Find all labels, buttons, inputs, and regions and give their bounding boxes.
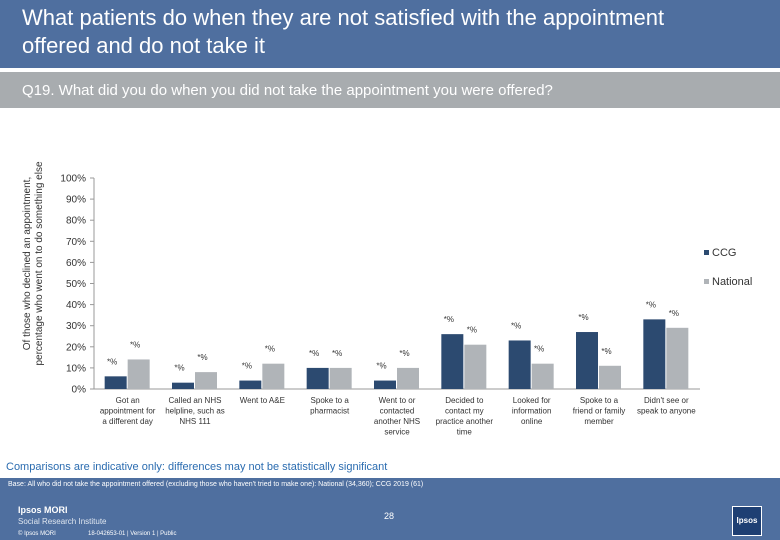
base-text: Base: All who did not take the appointme… xyxy=(8,481,424,488)
category-label: time xyxy=(457,428,473,437)
version-text: 18-042653-01 | Version 1 | Public xyxy=(88,531,177,537)
data-label: *% xyxy=(578,313,588,322)
bar-ccg xyxy=(643,319,666,389)
category-label: information xyxy=(512,407,552,416)
bar-national xyxy=(262,363,285,389)
category-label: NHS 111 xyxy=(179,417,211,426)
category-label: another NHS xyxy=(374,417,420,426)
y-tick-label: 20% xyxy=(66,342,86,353)
y-tick-label: 0% xyxy=(72,385,87,396)
bar-ccg xyxy=(239,380,262,389)
question-text: Q19. What did you do when you did not ta… xyxy=(22,82,553,99)
category-label: Didn't see or xyxy=(644,396,689,405)
data-label: *% xyxy=(242,362,252,371)
category-label: friend or family xyxy=(573,407,625,416)
category-label: member xyxy=(584,417,614,426)
data-label: *% xyxy=(467,326,477,335)
y-tick-label: 80% xyxy=(66,216,86,227)
legend-label-national: National xyxy=(712,276,752,288)
y-axis-label: percentage who went on to do something e… xyxy=(34,161,45,365)
category-label: helpline, such as xyxy=(165,407,225,416)
category-label: Went to A&E xyxy=(240,396,285,405)
data-label: *% xyxy=(511,321,521,330)
category-label: Decided to xyxy=(445,396,484,405)
legend-swatch-ccg xyxy=(704,250,709,255)
bar-national xyxy=(599,365,621,389)
bar-ccg xyxy=(374,380,396,389)
y-tick-label: 30% xyxy=(66,321,86,332)
category-label: Spoke to a xyxy=(311,396,350,405)
data-label: *% xyxy=(646,300,656,309)
brand-subtitle: Social Research Institute xyxy=(18,517,107,526)
bar-ccg xyxy=(508,340,531,389)
y-tick-label: 50% xyxy=(66,279,86,290)
bar-national xyxy=(464,344,487,389)
y-tick-label: 100% xyxy=(60,174,86,185)
y-tick-label: 40% xyxy=(66,300,86,311)
data-label: *% xyxy=(376,362,386,371)
data-label: *% xyxy=(265,345,275,354)
data-label: *% xyxy=(444,315,454,324)
legend-label-ccg: CCG xyxy=(712,247,736,259)
data-label: *% xyxy=(332,349,342,358)
category-label: service xyxy=(384,428,410,437)
comparison-note: Comparisons are indicative only: differe… xyxy=(6,461,388,473)
bar-ccg xyxy=(441,334,464,389)
page-title: What patients do when they are not satis… xyxy=(22,5,665,58)
category-label: speak to anyone xyxy=(637,407,696,416)
category-label: a different day xyxy=(102,417,153,426)
y-tick-label: 10% xyxy=(66,363,86,374)
data-label: *% xyxy=(130,340,140,349)
bar-ccg xyxy=(172,382,194,389)
footer: Base: All who did not take the appointme… xyxy=(0,478,780,540)
category-label: contacted xyxy=(380,407,415,416)
category-label: online xyxy=(521,417,543,426)
category-label: Went to or xyxy=(379,396,416,405)
bar-national xyxy=(531,363,554,389)
category-label: Called an NHS xyxy=(169,396,222,405)
data-label: *% xyxy=(669,309,679,318)
data-label: *% xyxy=(197,353,207,362)
bar-ccg xyxy=(104,376,127,389)
copyright-text: © Ipsos MORI xyxy=(18,531,56,537)
title-band: What patients do when they are not satis… xyxy=(0,0,780,68)
category-label: pharmacist xyxy=(310,407,350,416)
data-label: *% xyxy=(107,357,117,366)
legend-swatch-national xyxy=(704,279,709,284)
data-label: *% xyxy=(534,345,544,354)
category-label: Looked for xyxy=(513,396,551,405)
category-label: practice another xyxy=(436,417,494,426)
bar-national xyxy=(127,359,150,389)
data-label: *% xyxy=(309,349,319,358)
y-tick-label: 90% xyxy=(66,195,86,206)
data-label: *% xyxy=(174,364,184,373)
y-tick-label: 60% xyxy=(66,258,86,269)
brand-name: Ipsos MORI xyxy=(18,505,68,515)
bar-national xyxy=(195,372,217,389)
y-axis-label: Of those who declined an appointment, xyxy=(22,177,33,350)
bar-ccg xyxy=(576,332,598,389)
bar-national xyxy=(666,327,689,389)
bar-ccg xyxy=(306,367,329,389)
data-label: *% xyxy=(601,347,611,356)
page-number: 28 xyxy=(384,511,395,521)
category-label: contact my xyxy=(445,407,484,416)
y-tick-label: 70% xyxy=(66,237,86,248)
bar-national xyxy=(329,367,352,389)
category-label: Got an xyxy=(116,396,140,405)
category-label: appointment for xyxy=(100,407,156,416)
bar-national xyxy=(397,367,419,389)
question-band: Q19. What did you do when you did not ta… xyxy=(0,72,780,108)
category-label: Spoke to a xyxy=(580,396,619,405)
data-label: *% xyxy=(399,349,409,358)
ipsos-logo: Ipsos xyxy=(732,506,762,536)
